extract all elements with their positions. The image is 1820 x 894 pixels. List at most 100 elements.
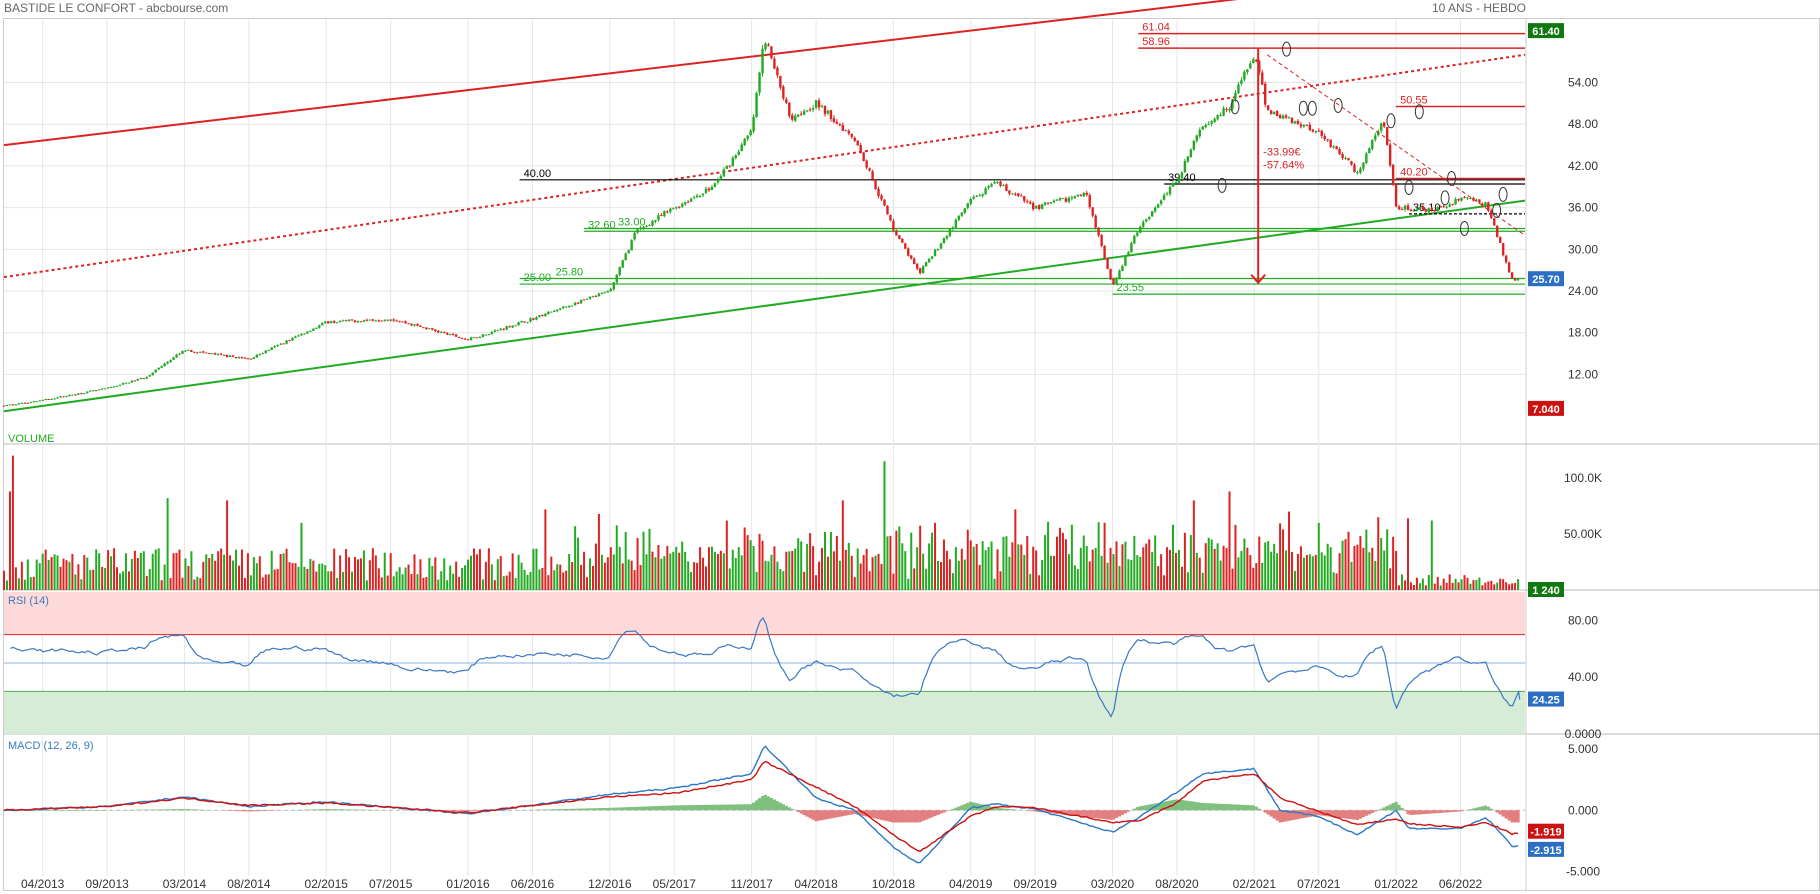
volume-bar	[675, 546, 678, 590]
candle-body	[1139, 226, 1142, 233]
candle-body	[335, 322, 339, 324]
macd-histogram-bar	[1159, 802, 1163, 811]
volume-bar	[612, 554, 615, 590]
volume-bar	[788, 551, 791, 590]
volume-bar	[127, 571, 130, 590]
volume-bar	[886, 536, 889, 590]
volume-bar	[208, 558, 211, 590]
candle-body	[1469, 197, 1472, 199]
candle-body	[927, 258, 931, 263]
candle-body	[933, 249, 937, 256]
volume-bar	[1418, 583, 1421, 590]
volume-bar	[847, 542, 850, 590]
volume-bar	[809, 533, 812, 590]
volume-bar	[1454, 578, 1457, 590]
candle-body	[915, 263, 919, 269]
candle-body	[291, 337, 294, 341]
level-label: 58.96	[1142, 36, 1170, 48]
volume-bar	[1246, 547, 1249, 590]
candle-body	[306, 331, 309, 334]
volume-bar	[1267, 541, 1270, 590]
candle-body	[907, 248, 910, 256]
candle-body	[1305, 125, 1309, 127]
macd-histogram-bar	[1150, 803, 1154, 811]
candle-body	[267, 350, 270, 352]
volume-bar	[1041, 560, 1044, 590]
volume-bar	[496, 559, 499, 590]
candle-body	[1460, 197, 1463, 201]
candle-body	[1079, 194, 1082, 196]
candle-body	[523, 321, 526, 323]
candle-body	[1142, 222, 1145, 227]
macd-histogram-bar	[710, 804, 714, 811]
macd-histogram-bar	[1412, 810, 1416, 815]
volume-bar	[734, 558, 737, 590]
volume-bar	[1368, 552, 1371, 590]
macd-histogram-bar	[47, 810, 51, 811]
candle-body	[463, 338, 467, 340]
candle-body	[243, 357, 247, 359]
candle-body	[163, 363, 166, 367]
volume-bar	[719, 550, 722, 590]
candle-body	[779, 75, 782, 88]
volume-bar	[389, 553, 392, 590]
macd-histogram-bar	[1251, 805, 1255, 811]
volume-bar	[404, 567, 407, 590]
volume-bar	[154, 549, 157, 590]
candle-body	[666, 211, 669, 213]
volume-bar	[160, 580, 163, 590]
macd-histogram-bar	[900, 810, 904, 823]
candle-body	[490, 331, 494, 335]
macd-histogram-bar	[85, 810, 89, 811]
macd-histogram-bar	[1436, 810, 1440, 814]
macd-histogram-bar	[1269, 810, 1273, 817]
candle-body	[246, 358, 250, 360]
candle-body	[648, 225, 651, 227]
candle-body	[130, 380, 134, 383]
x-tick-label: 06/2016	[511, 877, 555, 891]
price-y-tick-label: 48.00	[1568, 117, 1598, 131]
macd-histogram-bar	[308, 809, 312, 811]
macd-histogram-bar	[88, 810, 92, 811]
candle-body	[383, 319, 386, 321]
volume-bar	[696, 562, 699, 590]
volume-bar	[1478, 577, 1481, 590]
volume-bar	[1195, 552, 1198, 590]
macd-histogram-bar	[154, 809, 158, 811]
volume-bar	[1210, 539, 1213, 590]
candle-body	[695, 195, 699, 198]
candle-body	[389, 319, 392, 321]
macd-histogram-bar	[20, 810, 24, 811]
candle-body	[327, 321, 330, 324]
x-tick-label: 08/2014	[227, 877, 271, 891]
candle-body	[1118, 270, 1121, 278]
macd-histogram-bar	[174, 809, 179, 811]
macd-histogram-bar	[1397, 804, 1401, 811]
volume-bar	[232, 560, 235, 590]
macd-histogram-bar	[1373, 810, 1377, 812]
candle-body	[606, 290, 610, 293]
volume-bar	[258, 556, 261, 590]
macd-histogram-bar	[270, 810, 274, 811]
candle-body	[559, 308, 562, 310]
volume-bar	[648, 528, 651, 590]
macd-histogram-bar	[302, 809, 307, 811]
volume-bar	[779, 569, 782, 590]
macd-histogram-bar	[588, 808, 592, 811]
candle-body	[758, 72, 761, 93]
candle-body	[895, 230, 898, 236]
macd-histogram-bar	[195, 809, 199, 811]
candle-body	[77, 393, 80, 395]
volume-bar	[47, 559, 50, 590]
candle-body	[1061, 198, 1065, 200]
candle-body	[1243, 71, 1246, 80]
macd-histogram-bar	[1221, 803, 1226, 811]
volume-bar	[1020, 544, 1023, 590]
candle-body	[755, 92, 758, 118]
macd-histogram-bar	[1361, 810, 1365, 818]
macd-histogram-bar	[1067, 810, 1071, 816]
macd-histogram-bar	[540, 809, 544, 811]
volume-bar	[803, 571, 806, 590]
volume-bar	[312, 560, 315, 590]
macd-histogram-bar	[796, 810, 800, 812]
